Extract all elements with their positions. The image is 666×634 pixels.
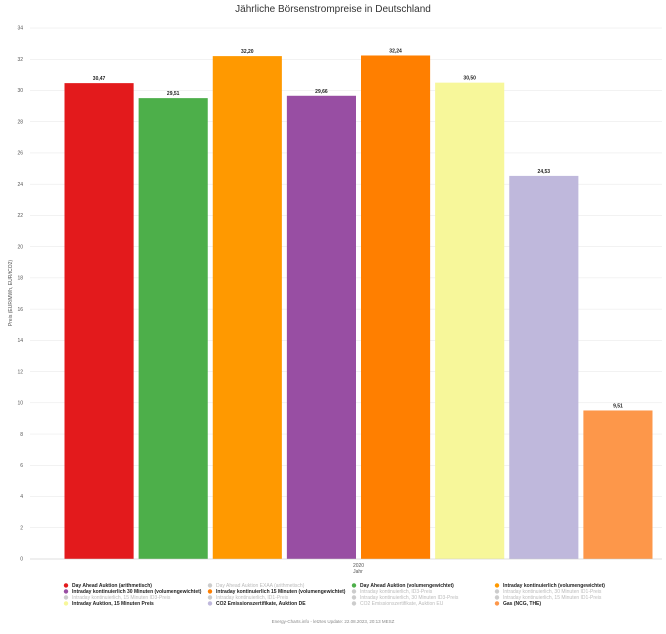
legend-item[interactable]: Intraday kontinuierlich (volumengewichte… — [494, 583, 605, 589]
bar-data-label: 30,50 — [463, 76, 476, 82]
legend-marker — [207, 589, 213, 594]
y-tick-label: 20 — [17, 244, 23, 250]
y-tick-label: 26 — [17, 151, 23, 157]
legend-marker — [63, 601, 69, 606]
y-tick-label: 30 — [17, 88, 23, 94]
bar — [361, 55, 431, 559]
legend-label: Intraday kontinuierlich 15 Minuten (volu… — [216, 589, 346, 595]
y-tick-label: 18 — [17, 276, 23, 282]
legend-label: Gas (NCG, THE) — [503, 601, 541, 607]
y-tick-label: 34 — [17, 26, 23, 32]
legend-item[interactable]: Gas (NCG, THE) — [494, 601, 542, 607]
legend-item[interactable]: Day Ahead Auktion (volumengewichtet) — [351, 583, 454, 589]
legend-label: Intraday kontinuierlich, ID3-Preis — [360, 589, 433, 595]
legend-label: Intraday kontinuierlich, 15 Minuten ID3-… — [72, 595, 171, 601]
legend-label: Intraday kontinuierlich, 30 Minuten ID3-… — [360, 595, 459, 601]
legend-item[interactable]: Day Ahead Auktion (arithmetisch) — [63, 583, 152, 589]
bar — [64, 83, 134, 559]
legend-marker — [63, 583, 69, 588]
bar-data-label: 24,53 — [538, 169, 551, 175]
bar-data-label: 29,66 — [315, 89, 328, 95]
legend-marker — [63, 589, 69, 594]
y-tick-label: 24 — [17, 182, 23, 188]
y-tick-label: 4 — [20, 494, 23, 500]
chart-title: Jährliche Börsenstrompreise in Deutschla… — [235, 4, 431, 15]
legend-label: Intraday Auktion, 15 Minuten Preis — [72, 601, 154, 607]
legend-marker — [207, 583, 213, 588]
legend-item[interactable]: CO2 Emissionszertifikate, Auktion EU — [351, 601, 444, 607]
legend-label: Intraday kontinuierlich, 15 Minuten ID1-… — [503, 595, 602, 601]
legend-label: CO2 Emissionszertifikate, Auktion DE — [216, 601, 306, 607]
legend-item[interactable]: Intraday kontinuierlich, 30 Minuten ID1-… — [494, 589, 602, 595]
legend-marker — [351, 601, 357, 606]
footer-note: Energy-Charts.info - letztes Update: 22.… — [272, 619, 395, 624]
legend-item[interactable]: Intraday kontinuierlich, 15 Minuten ID3-… — [63, 595, 171, 601]
legend-marker — [494, 583, 500, 588]
y-tick-label: 12 — [17, 369, 23, 375]
bar — [435, 82, 505, 559]
bar — [286, 95, 356, 560]
y-tick-label: 2 — [20, 525, 23, 531]
bar — [212, 56, 282, 560]
legend-item[interactable]: Intraday kontinuierlich, 30 Minuten ID3-… — [351, 595, 459, 601]
legend-label: Intraday kontinuierlich, ID1-Preis — [216, 595, 289, 601]
bar-data-label: 9,51 — [613, 403, 623, 409]
legend-marker — [351, 589, 357, 594]
legend-marker — [351, 583, 357, 588]
bar — [583, 410, 653, 559]
legend-marker — [494, 595, 500, 600]
legend-marker — [63, 595, 69, 600]
bar — [509, 175, 579, 560]
bar-data-label: 30,47 — [93, 76, 106, 82]
legend-marker — [351, 595, 357, 600]
y-tick-label: 8 — [20, 432, 23, 438]
legend-label: Intraday kontinuierlich, 30 Minuten ID1-… — [503, 589, 602, 595]
legend-marker — [494, 601, 500, 606]
y-tick-label: 32 — [17, 57, 23, 63]
legend-label: Intraday kontinuierlich 30 Minuten (volu… — [72, 589, 202, 595]
y-tick-label: 22 — [17, 213, 23, 219]
legend-label: Day Ahead Auktion (volumengewichtet) — [360, 583, 454, 589]
x-tick-label: 2020 — [353, 563, 364, 569]
x-axis: 2020 — [30, 558, 662, 569]
bars: 30,47 29,51 32,20 29,66 32,24 30,50 24,53 9,51 — [64, 48, 653, 560]
legend-item[interactable]: CO2 Emissionszertifikate, Auktion DE — [207, 601, 306, 607]
y-tick-label: 10 — [17, 401, 23, 407]
y-tick-label: 14 — [17, 338, 23, 344]
legend-item[interactable]: Intraday kontinuierlich, ID1-Preis — [207, 595, 289, 601]
legend-item[interactable]: Intraday kontinuierlich, ID3-Preis — [351, 589, 433, 595]
bar-data-label: 32,24 — [389, 48, 402, 54]
y-tick-label: 0 — [20, 557, 23, 563]
legend-marker — [494, 589, 500, 594]
legend-marker — [207, 601, 213, 606]
bar-data-label: 32,20 — [241, 49, 254, 55]
legend-item[interactable]: Intraday kontinuierlich, 15 Minuten ID1-… — [494, 595, 602, 601]
legend-label: Intraday kontinuierlich (volumengewichte… — [503, 583, 605, 589]
legend-marker — [207, 595, 213, 600]
legend-item[interactable]: Intraday kontinuierlich 15 Minuten (volu… — [207, 589, 346, 595]
bar-data-label: 29,51 — [167, 91, 180, 97]
legend: Day Ahead Auktion (arithmetisch) Day Ahea… — [63, 583, 605, 607]
y-tick-label: 16 — [17, 307, 23, 313]
x-axis-label: Jahr — [353, 569, 363, 575]
bar — [138, 98, 208, 560]
legend-item[interactable]: Intraday Auktion, 15 Minuten Preis — [63, 601, 154, 607]
legend-label: Day Ahead Auktion (arithmetisch) — [72, 583, 152, 589]
legend-item[interactable]: Intraday kontinuierlich 30 Minuten (volu… — [63, 589, 202, 595]
y-tick-label: 28 — [17, 119, 23, 125]
legend-item[interactable]: Day Ahead Auktion EXAA (arithmetisch) — [207, 583, 305, 589]
legend-label: Day Ahead Auktion EXAA (arithmetisch) — [216, 583, 305, 589]
y-axis-label: Preis (EUR/MWh, EUR/tCO2) — [8, 260, 14, 326]
legend-label: CO2 Emissionszertifikate, Auktion EU — [360, 601, 444, 607]
y-tick-label: 6 — [20, 463, 23, 469]
